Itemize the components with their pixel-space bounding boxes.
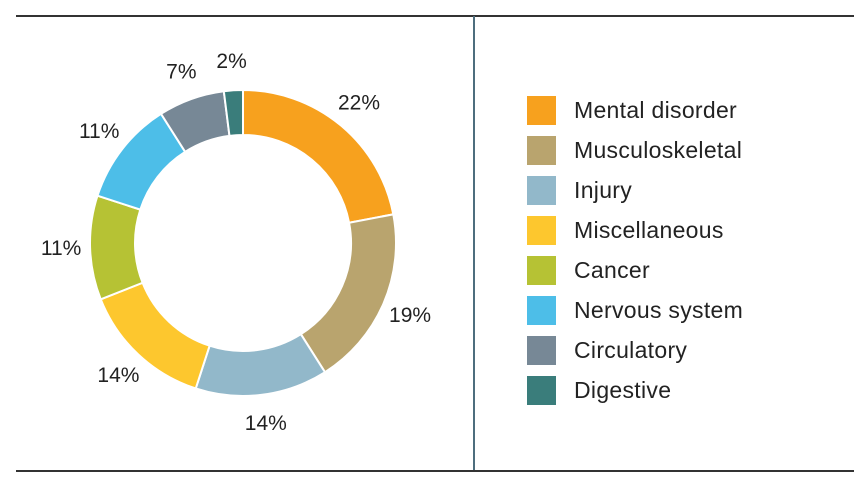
slice-percent-label: 19% (389, 304, 431, 327)
legend-label: Circulatory (574, 336, 688, 363)
slice-percent-label: 14% (97, 364, 139, 387)
slice-percent-label: 22% (338, 91, 380, 114)
legend-swatch (527, 135, 556, 165)
legend-item: Digestive (527, 370, 743, 410)
slice-percent-label: 11% (79, 120, 119, 143)
donut-slice-cancer (89, 194, 144, 301)
legend-label: Musculoskeletal (574, 136, 743, 163)
top-rule (16, 15, 854, 17)
legend-item: Mental disorder (527, 90, 743, 130)
legend-swatch (527, 215, 556, 245)
legend-swatch (527, 335, 556, 365)
chart-legend: Mental disorder Musculoskeletal Injury M… (527, 90, 743, 410)
legend-item: Miscellaneous (527, 210, 743, 250)
slice-percent-label: 14% (245, 412, 287, 435)
legend-label: Mental disorder (574, 96, 738, 123)
donut-slice-injury (194, 332, 327, 397)
legend-item: Cancer (527, 250, 743, 290)
legend-item: Circulatory (527, 330, 743, 370)
slice-percent-label: 7% (166, 60, 196, 83)
legend-item: Musculoskeletal (527, 130, 743, 170)
legend-label: Cancer (574, 256, 650, 283)
legend-swatch (527, 295, 556, 325)
donut-chart: 22% 19% 14% 14% 11% 11% 7% 2% (41, 50, 431, 435)
slice-percent-label: 11% (41, 237, 81, 260)
legend-label: Injury (574, 176, 633, 203)
legend-label: Digestive (574, 376, 672, 403)
legend-swatch (527, 255, 556, 285)
legend-swatch (527, 375, 556, 405)
legend-label: Nervous system (574, 296, 744, 323)
legend-item: Nervous system (527, 290, 743, 330)
legend-item: Injury (527, 170, 743, 210)
donut-slice-musculoskeletal (299, 213, 397, 374)
donut-slice-digestive (222, 88, 244, 137)
legend-swatch (527, 95, 556, 125)
slice-percent-label: 2% (216, 50, 246, 73)
legend-swatch (527, 175, 556, 205)
legend-label: Miscellaneous (574, 216, 724, 243)
donut-slices (89, 88, 397, 397)
panel-divider (473, 16, 475, 470)
bottom-rule (16, 470, 854, 472)
slice-labels: 22% 19% 14% 14% 11% 11% 7% 2% (41, 50, 431, 435)
